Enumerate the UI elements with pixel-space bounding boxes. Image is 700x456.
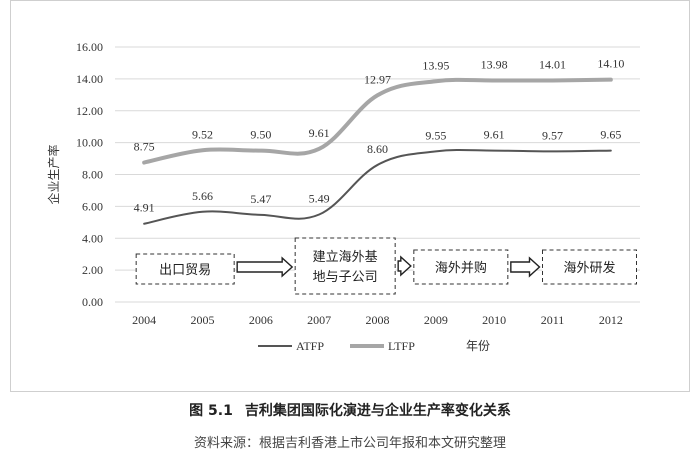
legend-label-atfp: ATFP: [296, 339, 324, 353]
data-label-atfp: 5.47: [250, 192, 271, 206]
x-tick-label: 2007: [307, 313, 331, 327]
chart-frame: [10, 0, 690, 392]
stage-box: [413, 249, 509, 285]
x-tick-label: 2008: [366, 313, 390, 327]
data-label-ltfp: 14.10: [597, 57, 624, 71]
data-label-ltfp: 12.97: [364, 72, 391, 86]
series-line-atfp: [143, 149, 612, 225]
source-note: 资料来源：根据吉利香港上市公司年报和本文研究整理: [193, 436, 506, 451]
data-label-ltfp: 13.98: [481, 57, 508, 71]
y-tick-label: 10.00: [76, 136, 103, 150]
x-tick-label: 2006: [249, 313, 273, 327]
line-chart: 0.00 2.00 4.00 6.00 8.00 10.00 12.00 14.00 16.00…: [46, 40, 640, 353]
data-label-ltfp: 9.61: [309, 126, 330, 140]
figure-number: 图 5.1: [189, 403, 233, 419]
y-tick-label: 12.00: [76, 104, 103, 118]
stage-box: [294, 237, 396, 295]
data-label-ltfp: 9.52: [192, 127, 213, 141]
data-label-ltfp: 13.95: [422, 58, 449, 72]
y-tick-label: 2.00: [82, 263, 103, 277]
stage-label: 地与子公司: [313, 270, 378, 285]
data-label-atfp: 5.49: [309, 192, 330, 206]
stage-label: 建立海外基: [313, 250, 378, 265]
stage-box: [135, 253, 235, 285]
data-label-ltfp: 8.75: [134, 140, 155, 154]
y-tick-label: 8.00: [82, 168, 103, 182]
stage-label: 海外并购: [435, 260, 487, 276]
stage-arrow: [397, 255, 412, 277]
data-label-ltfp: 14.01: [539, 57, 566, 71]
y-tick-label: 6.00: [82, 199, 103, 213]
y-tick-label: 4.00: [82, 231, 103, 245]
x-tick-label: 2004: [132, 313, 156, 327]
x-tick-label: 2005: [191, 313, 215, 327]
x-tick-label: 2009: [424, 313, 448, 327]
figure-title: 吉利集团国际化演进与企业生产率变化关系: [244, 403, 511, 419]
y-tick-label: 14.00: [76, 72, 103, 86]
stage-arrow: [236, 256, 294, 278]
legend-label-ltfp: LTFP: [388, 339, 415, 353]
data-label-atfp: 9.57: [542, 128, 563, 142]
x-tick-label: 2010: [482, 313, 506, 327]
stage-label: 出口贸易: [159, 263, 211, 278]
x-tick-label: 2012: [599, 313, 623, 327]
data-label-atfp: 9.65: [600, 128, 621, 142]
stage-label: 海外研发: [563, 260, 615, 276]
y-tick-label: 16.00: [76, 40, 103, 54]
data-label-atfp: 5.66: [192, 189, 213, 203]
x-tick-label: 2011: [541, 313, 565, 327]
data-label-atfp: 8.60: [367, 142, 388, 156]
y-tick-label: 0.00: [82, 295, 103, 309]
figure-caption: 图 5.1 吉利集团国际化演进与企业生产率变化关系: [0, 400, 700, 420]
stage-arrow: [510, 256, 541, 278]
data-label-atfp: 4.91: [134, 201, 155, 215]
data-label-ltfp: 9.50: [250, 128, 271, 142]
y-axis-label: 企业生产率: [46, 144, 61, 204]
series-line-ltfp: [142, 77, 613, 165]
x-axis-label: 年份: [466, 339, 490, 353]
data-label-atfp: 9.55: [425, 128, 446, 142]
stage-box: [542, 249, 637, 285]
data-label-atfp: 9.61: [484, 128, 505, 142]
